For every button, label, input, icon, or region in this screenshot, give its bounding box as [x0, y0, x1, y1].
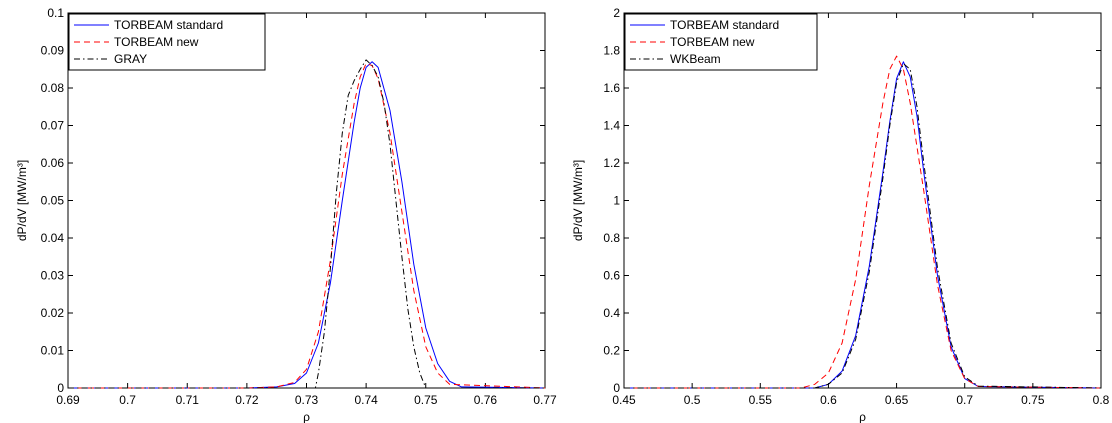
y-tick-label: 0.06: [41, 156, 65, 170]
legend-entry-2: GRAY: [114, 52, 147, 66]
plot-area: [623, 12, 1102, 389]
x-tick-label: 0.5: [684, 393, 701, 407]
legend: TORBEAM standard TORBEAM new GRAY: [68, 13, 266, 71]
x-tick-label: 0.75: [1021, 393, 1045, 407]
y-tick-label: 0.01: [41, 344, 65, 358]
y-axis-label: dP/dV [MW/m³]: [571, 160, 585, 241]
x-tick-label: 0.45: [612, 393, 636, 407]
y-tick-label: 0: [613, 381, 620, 395]
y-tick-label: 0.08: [41, 81, 65, 95]
x-tick-label: 0.6: [820, 393, 837, 407]
x-tick-label: 0.55: [749, 393, 773, 407]
y-tick-label: 0.02: [41, 306, 65, 320]
series-line-2: [624, 63, 1102, 389]
x-tick-label: 0.69: [56, 393, 80, 407]
x-tick-label: 0.71: [176, 393, 200, 407]
y-tick-label: 1.8: [603, 44, 620, 58]
y-tick-label: 0.2: [603, 344, 620, 358]
series-line-0: [624, 61, 1102, 389]
legend: TORBEAM standard TORBEAM new WKBeam: [624, 13, 818, 71]
y-tick-label: 0.07: [41, 119, 65, 133]
y-tick-label: 1: [613, 194, 620, 208]
x-tick-label: 0.7: [956, 393, 973, 407]
legend-box: [624, 13, 818, 71]
series-line-0: [68, 61, 546, 389]
y-tick-label: 0.6: [603, 269, 620, 283]
series-line-1: [624, 55, 1102, 389]
x-tick-label: 0.73: [295, 393, 319, 407]
legend-entry-2: WKBeam: [670, 52, 721, 66]
series-line-2: [68, 59, 545, 389]
legend-entry-0: TORBEAM standard: [114, 18, 223, 32]
x-axis-label: ρ: [859, 410, 866, 423]
x-tick-label: 0.8: [1093, 393, 1110, 407]
legend-entry-0: TORBEAM standard: [670, 18, 779, 32]
series-line-1: [68, 63, 546, 389]
y-tick-label: 0.04: [41, 231, 65, 245]
legend-box: [68, 13, 266, 71]
y-tick-label: 0.09: [41, 44, 65, 58]
y-tick-label: 2: [613, 6, 620, 20]
plot-area: [67, 12, 546, 389]
x-tick-label: 0.74: [354, 393, 378, 407]
x-tick-label: 0.77: [533, 393, 557, 407]
y-tick-label: 1.2: [603, 156, 620, 170]
y-tick-label: 0: [57, 381, 64, 395]
y-tick-label: 0.03: [41, 269, 65, 283]
x-tick-label: 0.76: [474, 393, 498, 407]
y-tick-label: 1.6: [603, 81, 620, 95]
y-tick-label: 0.1: [47, 6, 64, 20]
x-tick-label: 0.72: [235, 393, 259, 407]
legend-entry-1: TORBEAM new: [114, 35, 199, 49]
y-tick-label: 0.8: [603, 231, 620, 245]
y-axis-label: dP/dV [MW/m³]: [15, 160, 29, 241]
x-tick-label: 0.65: [885, 393, 909, 407]
y-tick-label: 0.05: [41, 194, 65, 208]
y-tick-label: 0.4: [603, 306, 620, 320]
x-tick-label: 0.75: [414, 393, 438, 407]
legend-entry-1: TORBEAM new: [670, 35, 755, 49]
chart-left: 0.69 0.7 0.71 0.72 0.73 0.74 0.75 0.76 0.77 0 0.01…: [15, 6, 557, 423]
chart-right: 0.45 0.5 0.55 0.6 0.65 0.7 0.75 0.8 0 0.2 0.4 0.6 0.…: [571, 6, 1110, 423]
y-tick-label: 1.4: [603, 119, 620, 133]
x-tick-label: 0.7: [119, 393, 136, 407]
x-axis-label: ρ: [303, 410, 310, 423]
